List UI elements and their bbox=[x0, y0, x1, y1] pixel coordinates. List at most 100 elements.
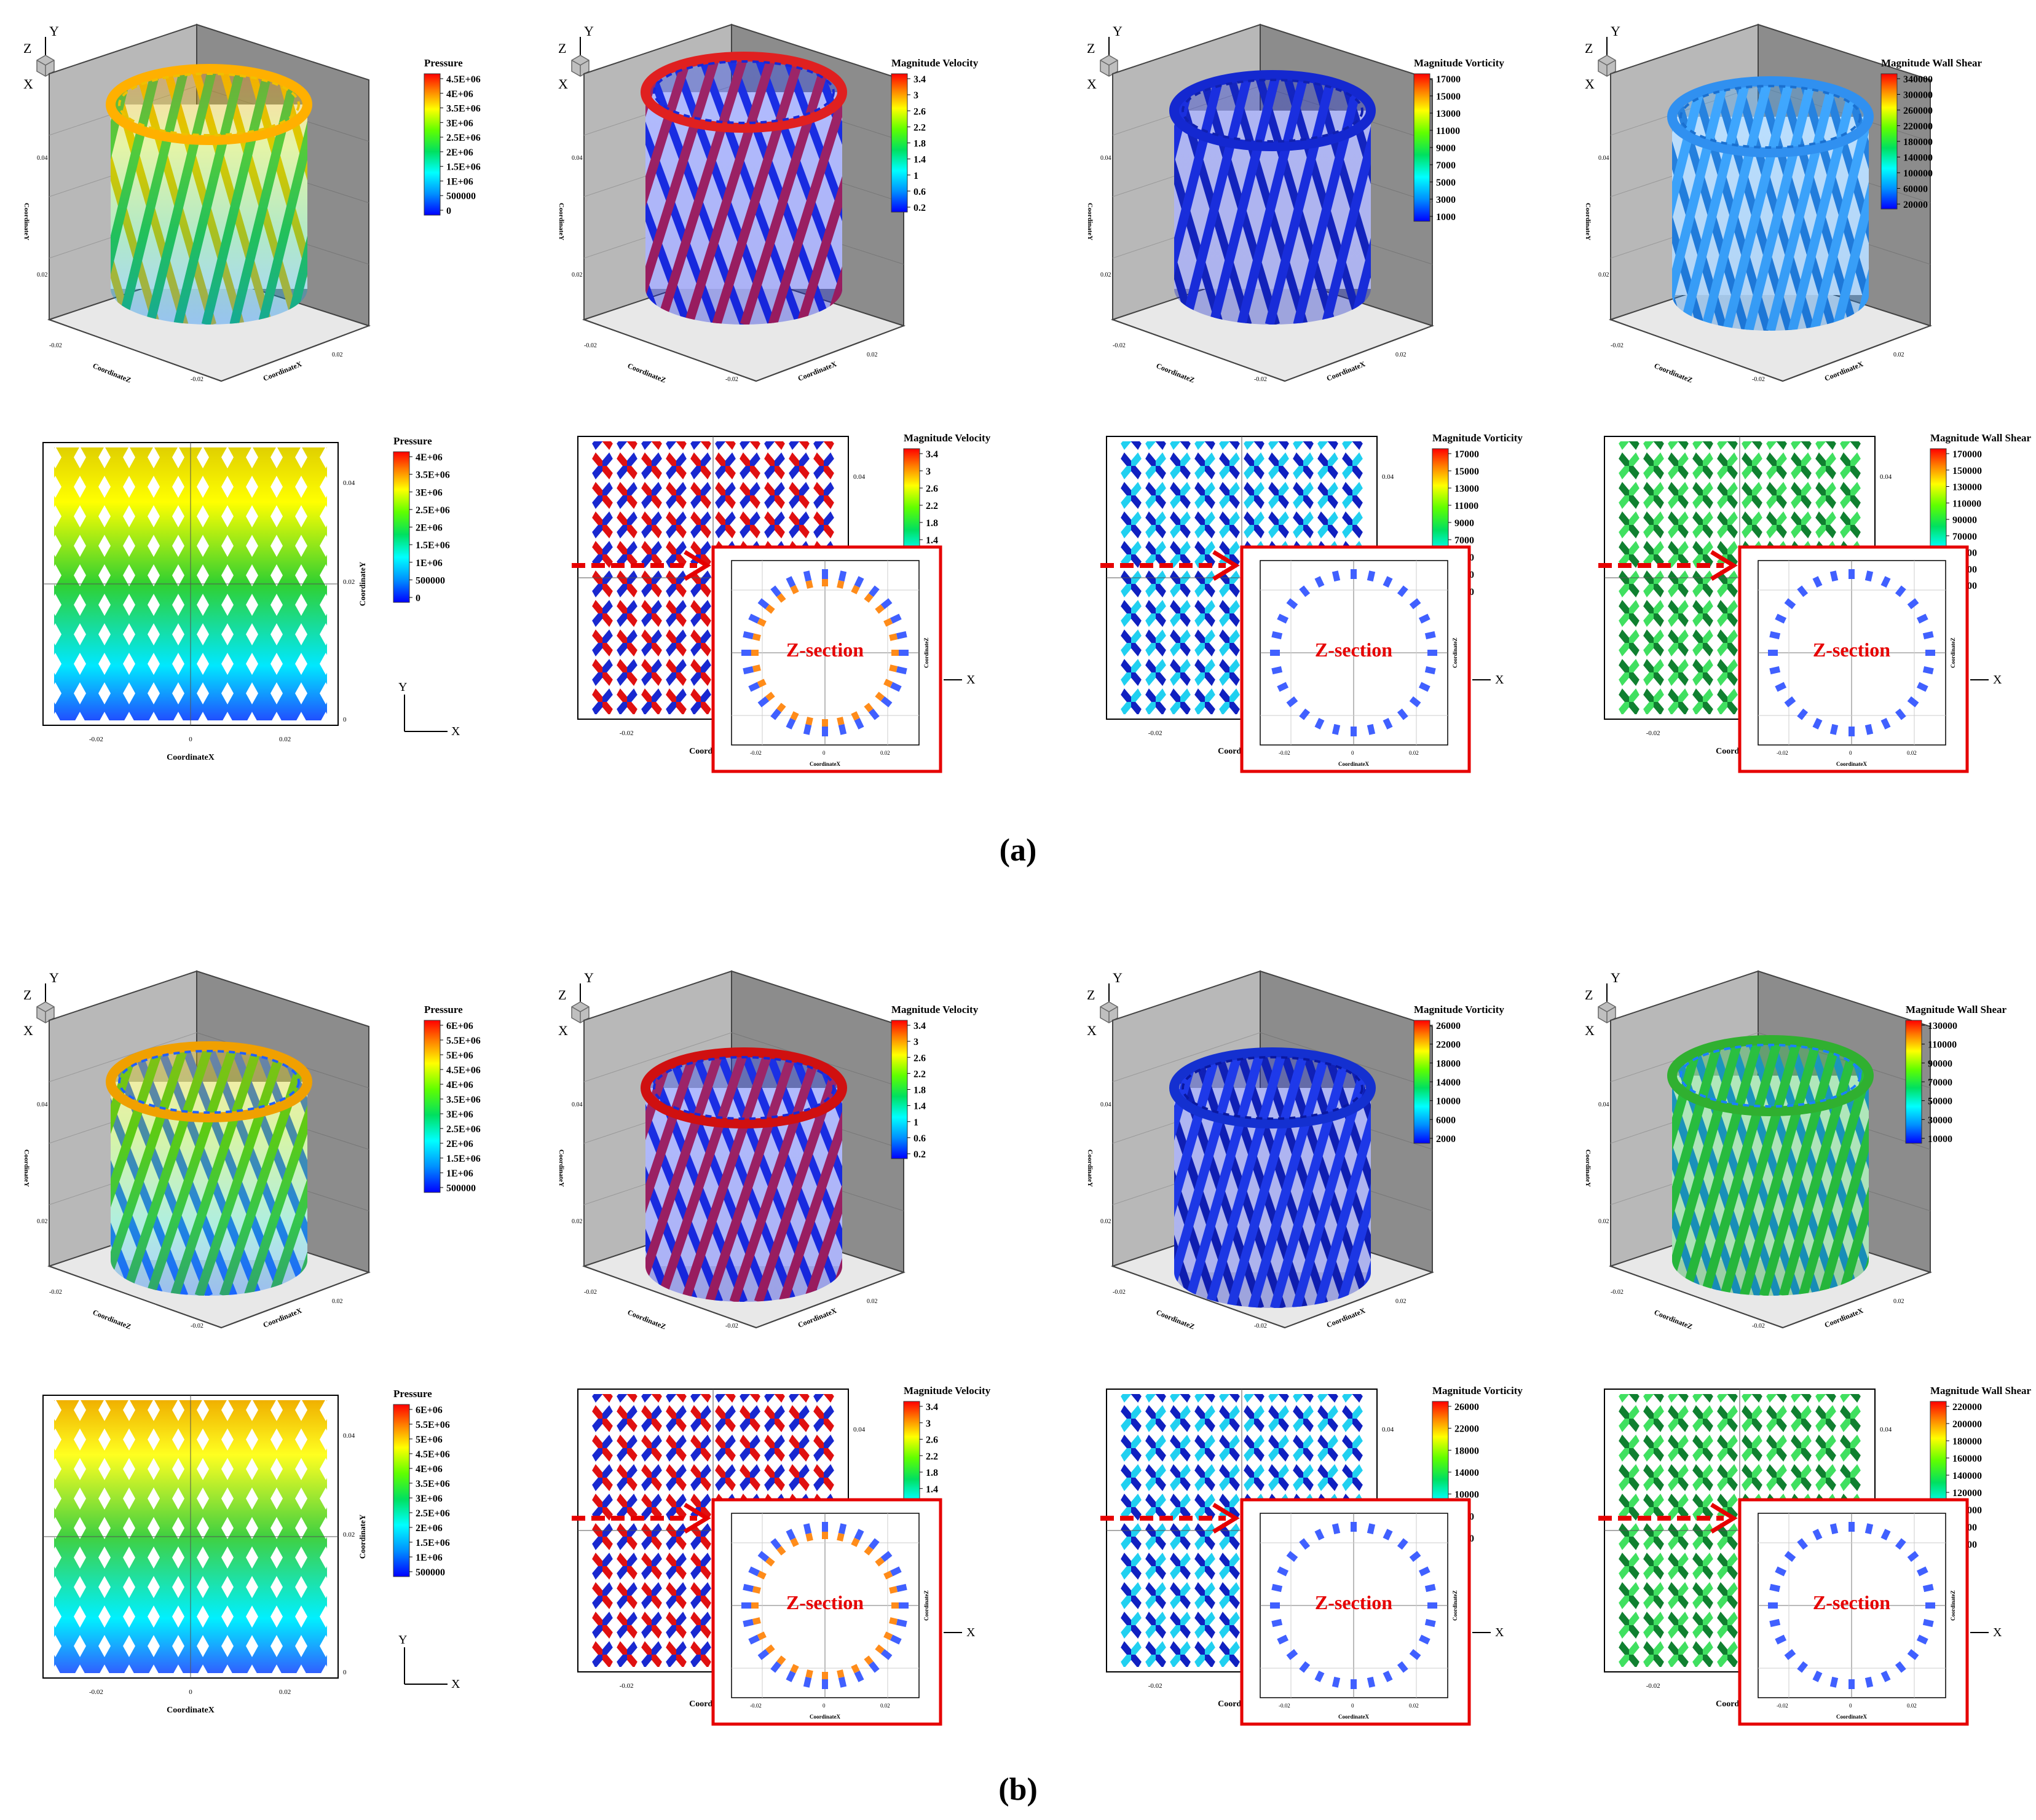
cylinder-shade bbox=[1174, 75, 1371, 325]
colorbar-tick-label: 70000 bbox=[1928, 1077, 1952, 1088]
strut-section-inner bbox=[765, 1644, 775, 1654]
strut-section bbox=[1286, 1551, 1298, 1562]
colorbar-tick-label: 0.2 bbox=[913, 203, 926, 213]
strut-front bbox=[1924, 81, 1986, 331]
strut-front bbox=[1025, 57, 1109, 325]
colorbar-tick-label: 22000 bbox=[1436, 1040, 1461, 1050]
triad-cube-edge bbox=[571, 60, 590, 76]
arrow-head bbox=[1710, 1503, 1738, 1534]
colorbar-tick-label: 20000 bbox=[1903, 200, 1928, 210]
tick-label: 0.02 bbox=[867, 1298, 878, 1305]
strut-back bbox=[1033, 75, 1107, 325]
strut-section bbox=[1332, 1523, 1341, 1535]
strut-front bbox=[464, 57, 547, 325]
strut-section bbox=[1829, 723, 1839, 735]
tick-label: 0.02 bbox=[1409, 1703, 1419, 1709]
colorbar-tick-label: 1.4 bbox=[926, 535, 938, 546]
strut-section bbox=[1383, 1529, 1393, 1541]
strut-section bbox=[868, 585, 880, 597]
strut-section bbox=[1314, 576, 1325, 588]
colorbar-tick-label: 0.2 bbox=[913, 1149, 926, 1160]
colorbar-tick-label: 2.5E+06 bbox=[446, 133, 481, 143]
inset-x-label: X bbox=[966, 673, 976, 687]
tick-label: 0.04 bbox=[1880, 473, 1892, 481]
section-arrow bbox=[1100, 1503, 1240, 1534]
z-section-inset: Z-section CoordinateX -0.02 0 0.02 Coordinate… bbox=[711, 545, 976, 773]
strut-section bbox=[838, 570, 847, 582]
cylinder-inner-rim bbox=[653, 60, 835, 124]
strut-section bbox=[899, 650, 909, 656]
tick-label: -0.02 bbox=[620, 1682, 634, 1690]
strut-section bbox=[1775, 1566, 1787, 1577]
cylinder-top-rim bbox=[641, 1047, 847, 1129]
axis-label-y: CoordinateY bbox=[1086, 203, 1094, 240]
strut-section bbox=[1299, 585, 1311, 597]
triad-z-label: Z bbox=[23, 987, 31, 1003]
tick-label: 0 bbox=[1849, 750, 1852, 756]
colorbar-tick-label: 220000 bbox=[1903, 122, 1933, 132]
strut-back bbox=[965, 1052, 1063, 1302]
strut-section bbox=[1880, 1529, 1891, 1541]
triad-y-label: Y bbox=[49, 970, 59, 985]
strut-section bbox=[1916, 613, 1928, 624]
z-section-inset: Z-section CoordinateX -0.02 0 0.02 Coordinate… bbox=[1240, 1498, 1504, 1726]
colorbar-tick-label: 3.4 bbox=[913, 74, 926, 85]
strut-section bbox=[1367, 1676, 1376, 1688]
panel-3d: CoordinateY 0.04 0.02 CoordinateZ Coordinate… bbox=[1033, 23, 1435, 385]
colorbar-tick-label: 2E+06 bbox=[446, 1139, 473, 1149]
tick-label: -0.02 bbox=[584, 1289, 597, 1296]
tick-label: -0.02 bbox=[1279, 1703, 1290, 1709]
strut-section bbox=[1383, 576, 1393, 588]
colorbar-tick-label: 2E+06 bbox=[416, 523, 443, 534]
tick-label: -0.02 bbox=[1611, 1289, 1624, 1296]
strut-section bbox=[1424, 631, 1436, 640]
axis-triad: Y Z X bbox=[1585, 970, 1620, 1038]
colorbar-tick-label: 1.8 bbox=[913, 139, 926, 149]
figure-group-a: YZX CoordinateY 0.04 0.02 CoordinateZ Coordin… bbox=[23, 23, 2036, 773]
triad-x-label: X bbox=[1087, 76, 1097, 92]
strut-section bbox=[899, 1602, 909, 1609]
cylinder-shade bbox=[1174, 1052, 1371, 1308]
strut-section-inner bbox=[790, 1537, 799, 1547]
colorbar-title: Magnitude Wall Shear bbox=[1930, 432, 2031, 444]
colorbar-title: Magnitude Vorticity bbox=[1432, 1385, 1523, 1397]
colorbar-legend: Pressure 6E+06 5.5E+06 5E+06 4.5E+06 4E+06 3.5… bbox=[424, 1004, 481, 1194]
tick-label: 0.04 bbox=[1100, 155, 1111, 162]
colorbar-tick-label: 2.2 bbox=[913, 122, 926, 133]
axis-label-z: CoordinateZ bbox=[626, 361, 667, 385]
strut-section bbox=[748, 613, 760, 624]
strut-section bbox=[1409, 1649, 1421, 1660]
tick-label: 0.02 bbox=[1907, 750, 1917, 756]
colorbar-tick-label: 14000 bbox=[1436, 1077, 1461, 1088]
colorbar-tick-label: 500000 bbox=[416, 575, 445, 586]
colorbar-tick-label: 140000 bbox=[1903, 153, 1933, 163]
strut-back bbox=[2000, 81, 2036, 331]
cylinder-top-rim bbox=[106, 1041, 312, 1122]
colorbar-tick-label: 13000 bbox=[1436, 109, 1461, 119]
strut-section bbox=[1409, 1551, 1421, 1562]
strut-section bbox=[890, 682, 902, 692]
strut-section bbox=[1314, 717, 1325, 730]
colorbar-tick-label: 3.4 bbox=[926, 1402, 938, 1412]
strut-section bbox=[1864, 723, 1874, 735]
lattice-cylinder bbox=[106, 1041, 312, 1296]
colorbar-tick-label: 13000 bbox=[1454, 484, 1479, 494]
strut-front bbox=[980, 1052, 1063, 1302]
strut-section bbox=[822, 1679, 828, 1689]
strut-section bbox=[822, 727, 828, 736]
colorbar-legend: Pressure 4E+06 3.5E+06 3E+06 2.5E+06 2E+06 1.5… bbox=[393, 435, 450, 604]
colorbar-tick-label: 3000 bbox=[1436, 195, 1456, 205]
strut-section bbox=[896, 1583, 907, 1593]
colorbar-title: Pressure bbox=[393, 1388, 432, 1400]
inset-axis-label-z: CoordinateZ bbox=[1452, 637, 1458, 668]
tick-label: 0.04 bbox=[37, 155, 48, 162]
colorbar-gradient bbox=[393, 451, 410, 603]
strut-section bbox=[1418, 613, 1430, 624]
colorbar-tick-label: 1.8 bbox=[926, 1468, 938, 1478]
tick-label: -0.02 bbox=[1777, 1703, 1788, 1709]
strut-front bbox=[1960, 1040, 2034, 1296]
section-arrow bbox=[1598, 1503, 1738, 1534]
strut-section bbox=[1849, 1679, 1855, 1689]
colorbar-tick-label: 10000 bbox=[1436, 1097, 1461, 1107]
axis-triad: Y Z X bbox=[1087, 23, 1123, 92]
